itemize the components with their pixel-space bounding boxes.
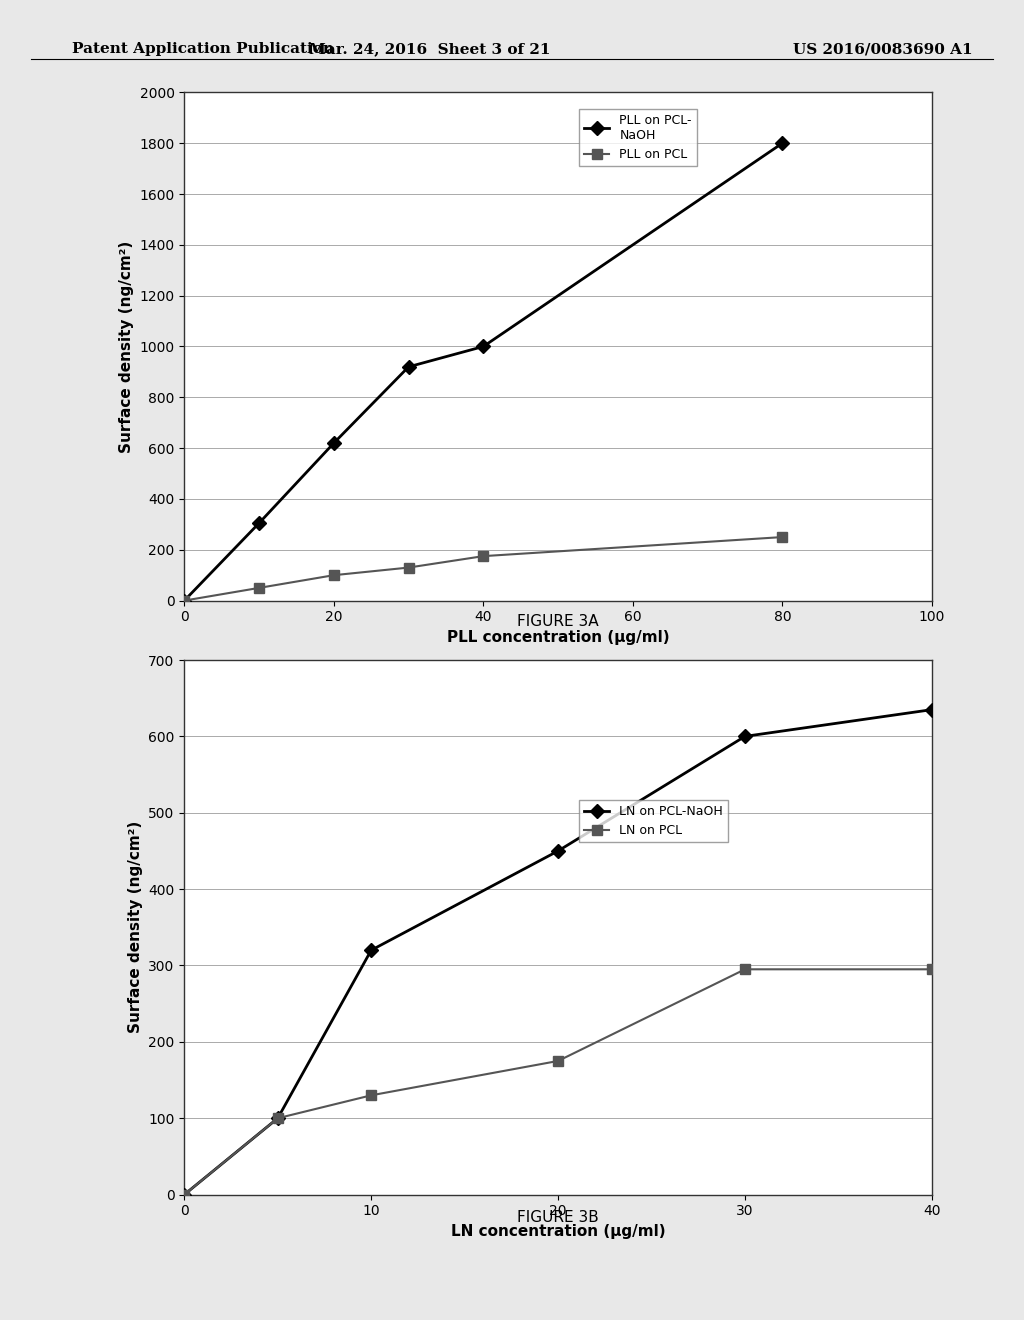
Line: LN on PCL-NaOH: LN on PCL-NaOH	[179, 705, 937, 1200]
PLL on PCL-
NaOH	[477, 338, 489, 354]
Text: US 2016/0083690 A1: US 2016/0083690 A1	[794, 42, 973, 57]
X-axis label: LN concentration (μg/ml): LN concentration (μg/ml)	[451, 1224, 666, 1239]
Line: LN on PCL: LN on PCL	[179, 965, 937, 1200]
LN on PCL	[178, 1187, 190, 1203]
Line: PLL on PCL-
NaOH: PLL on PCL- NaOH	[179, 139, 787, 606]
Text: Patent Application Publication: Patent Application Publication	[72, 42, 334, 57]
LN on PCL-NaOH	[365, 942, 377, 958]
PLL on PCL	[253, 579, 265, 595]
Text: FIGURE 3A: FIGURE 3A	[517, 614, 599, 628]
LN on PCL	[552, 1053, 564, 1069]
PLL on PCL	[328, 568, 340, 583]
Legend: LN on PCL-NaOH, LN on PCL: LN on PCL-NaOH, LN on PCL	[580, 800, 728, 842]
PLL on PCL	[178, 593, 190, 609]
PLL on PCL-
NaOH	[402, 359, 415, 375]
PLL on PCL-
NaOH	[776, 135, 788, 150]
LN on PCL	[739, 961, 752, 977]
PLL on PCL-
NaOH	[328, 436, 340, 451]
PLL on PCL-
NaOH	[178, 593, 190, 609]
LN on PCL-NaOH	[926, 702, 938, 718]
Line: PLL on PCL: PLL on PCL	[179, 532, 787, 606]
Y-axis label: Surface density (ng/cm²): Surface density (ng/cm²)	[119, 240, 134, 453]
Text: FIGURE 3B: FIGURE 3B	[517, 1210, 599, 1225]
LN on PCL-NaOH	[552, 843, 564, 859]
LN on PCL	[271, 1110, 284, 1126]
LN on PCL-NaOH	[178, 1187, 190, 1203]
X-axis label: PLL concentration (μg/ml): PLL concentration (μg/ml)	[446, 630, 670, 645]
LN on PCL	[365, 1088, 377, 1104]
LN on PCL-NaOH	[271, 1110, 284, 1126]
LN on PCL	[926, 961, 938, 977]
Legend: PLL on PCL-
NaOH, PLL on PCL: PLL on PCL- NaOH, PLL on PCL	[580, 108, 696, 166]
PLL on PCL	[402, 560, 415, 576]
LN on PCL-NaOH	[739, 729, 752, 744]
PLL on PCL-
NaOH	[253, 515, 265, 531]
PLL on PCL	[776, 529, 788, 545]
Y-axis label: Surface density (ng/cm²): Surface density (ng/cm²)	[128, 821, 142, 1034]
PLL on PCL	[477, 548, 489, 564]
Text: Mar. 24, 2016  Sheet 3 of 21: Mar. 24, 2016 Sheet 3 of 21	[309, 42, 551, 57]
